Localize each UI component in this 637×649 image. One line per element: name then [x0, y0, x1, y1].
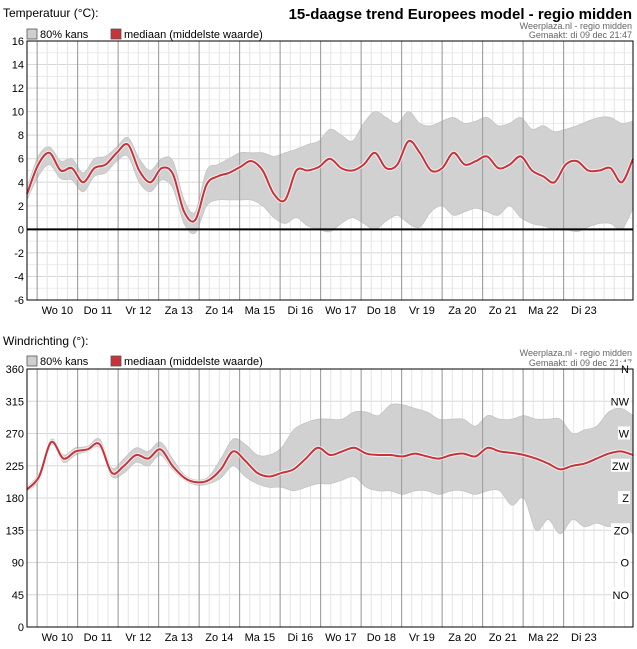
x-day-label: Di 16	[288, 632, 314, 644]
x-day-label: Za 13	[165, 305, 193, 317]
bottom-legend-band-swatch	[26, 355, 38, 367]
y-tick-label: 135	[6, 525, 24, 537]
y-tick-label: -4	[14, 271, 24, 283]
compass-label: N	[621, 364, 629, 376]
x-day-label: Vr 12	[125, 305, 151, 317]
x-day-label: Ma 22	[528, 305, 559, 317]
compass-label-bg	[611, 587, 630, 601]
x-day-label: Do 18	[367, 632, 396, 644]
x-day-label: Za 20	[448, 305, 476, 317]
temp-axis-label: Temperatuur (°C):	[3, 6, 99, 20]
x-day-label: Ma 15	[245, 305, 276, 317]
y-tick-label: 8	[18, 130, 24, 142]
x-day-label: Ma 22	[528, 632, 559, 644]
x-day-label: Wo 10	[42, 305, 74, 317]
x-day-label: Vr 19	[409, 305, 435, 317]
x-day-label: Wo 10	[42, 632, 74, 644]
x-day-label: Di 23	[571, 305, 597, 317]
top-created: Gemaakt: di 09 dec 21:47	[529, 30, 632, 40]
top-legend-median-swatch	[110, 28, 122, 40]
y-tick-label: 0	[18, 224, 24, 236]
x-day-label: Wo 17	[325, 305, 357, 317]
y-tick-label: -6	[14, 295, 24, 307]
temperature-plot: -6 -4 -2 0 2 4 6 8 10 12 14 16 Wo 10 Do 11 Vr 12 Za 13 Z…	[12, 36, 635, 317]
y-tick-label: 225	[6, 461, 24, 473]
bottom-source: Weerplaza.nl - regio midden	[520, 348, 632, 358]
y-tick-label: 90	[12, 558, 24, 570]
wind-direction-plot: 0 45 90 135 180 225 270 315 360 Wo 10 Do 11 Vr 12 Za…	[6, 362, 634, 644]
x-day-label: Vr 12	[125, 632, 151, 644]
wind-axis-label: Windrichting (°):	[3, 334, 88, 348]
x-day-label: Wo 17	[325, 632, 357, 644]
median-line	[26, 139, 634, 223]
y-tick-label: 45	[12, 590, 24, 602]
x-day-label: Za 13	[165, 632, 193, 644]
x-day-label: Vr 19	[409, 632, 435, 644]
y-tick-label: 14	[12, 60, 24, 72]
x-day-label: Zo 14	[205, 632, 233, 644]
top-legend-band-label: 80% kans	[40, 29, 89, 41]
compass-label: W	[619, 429, 630, 441]
y-tick-label: 6	[18, 154, 24, 166]
compass-label: NO	[613, 590, 630, 602]
compass-label-bg	[611, 394, 630, 408]
y-tick-label: 0	[18, 622, 24, 634]
compass-label-bg	[618, 426, 630, 440]
median-line	[26, 440, 634, 491]
x-day-label: Do 11	[84, 632, 113, 644]
y-tick-label: 12	[12, 83, 24, 95]
x-day-label: Di 16	[288, 305, 314, 317]
compass-label: O	[620, 558, 629, 570]
top-legend-median-label: mediaan (middelste waarde)	[124, 29, 263, 41]
top-source: Weerplaza.nl - regio midden	[520, 21, 632, 31]
bottom-legend-median-swatch	[110, 355, 122, 367]
y-tick-label: 180	[6, 493, 24, 505]
compass-label-bg	[618, 555, 630, 569]
x-day-label: Do 18	[367, 305, 396, 317]
y-tick-label: 4	[18, 177, 24, 189]
plot-frame	[26, 40, 634, 301]
bottom-created: Gemaakt: di 09 dec 21:47	[529, 358, 632, 368]
compass-label-bg	[618, 491, 630, 504]
bottom-legend-band-label: 80% kans	[40, 356, 89, 368]
compass-label: NW	[611, 396, 630, 408]
y-tick-label: 16	[12, 36, 24, 48]
x-day-label: Zo 14	[205, 305, 233, 317]
compass-label-bg	[611, 523, 630, 537]
bottom-legend-median-label: mediaan (middelste waarde)	[124, 356, 263, 368]
top-legend: 80% kans mediaan (middelste waarde)	[26, 28, 263, 41]
y-tick-label: 2	[18, 201, 24, 213]
x-day-label: Za 20	[448, 632, 476, 644]
compass-label: Z	[622, 493, 629, 505]
compass-label: ZW	[612, 461, 630, 473]
x-day-label: Ma 15	[245, 632, 276, 644]
top-legend-band-swatch	[26, 28, 38, 40]
compass-label: ZO	[614, 525, 630, 537]
plot-frame	[26, 368, 634, 628]
y-tick-label: -2	[14, 248, 24, 260]
x-day-label: Di 23	[571, 632, 597, 644]
x-day-label: Do 11	[84, 305, 113, 317]
y-tick-label: 270	[6, 429, 24, 441]
x-day-label: Zo 21	[489, 305, 517, 317]
y-tick-label: 360	[6, 364, 24, 376]
x-day-label: Zo 21	[489, 632, 517, 644]
chart-title: 15-daagse trend Europees model - regio m…	[289, 6, 632, 23]
y-tick-label: 10	[12, 107, 24, 119]
bottom-legend: 80% kans mediaan (middelste waarde)	[26, 355, 263, 368]
y-tick-label: 315	[6, 396, 24, 408]
compass-label-bg	[611, 458, 630, 472]
